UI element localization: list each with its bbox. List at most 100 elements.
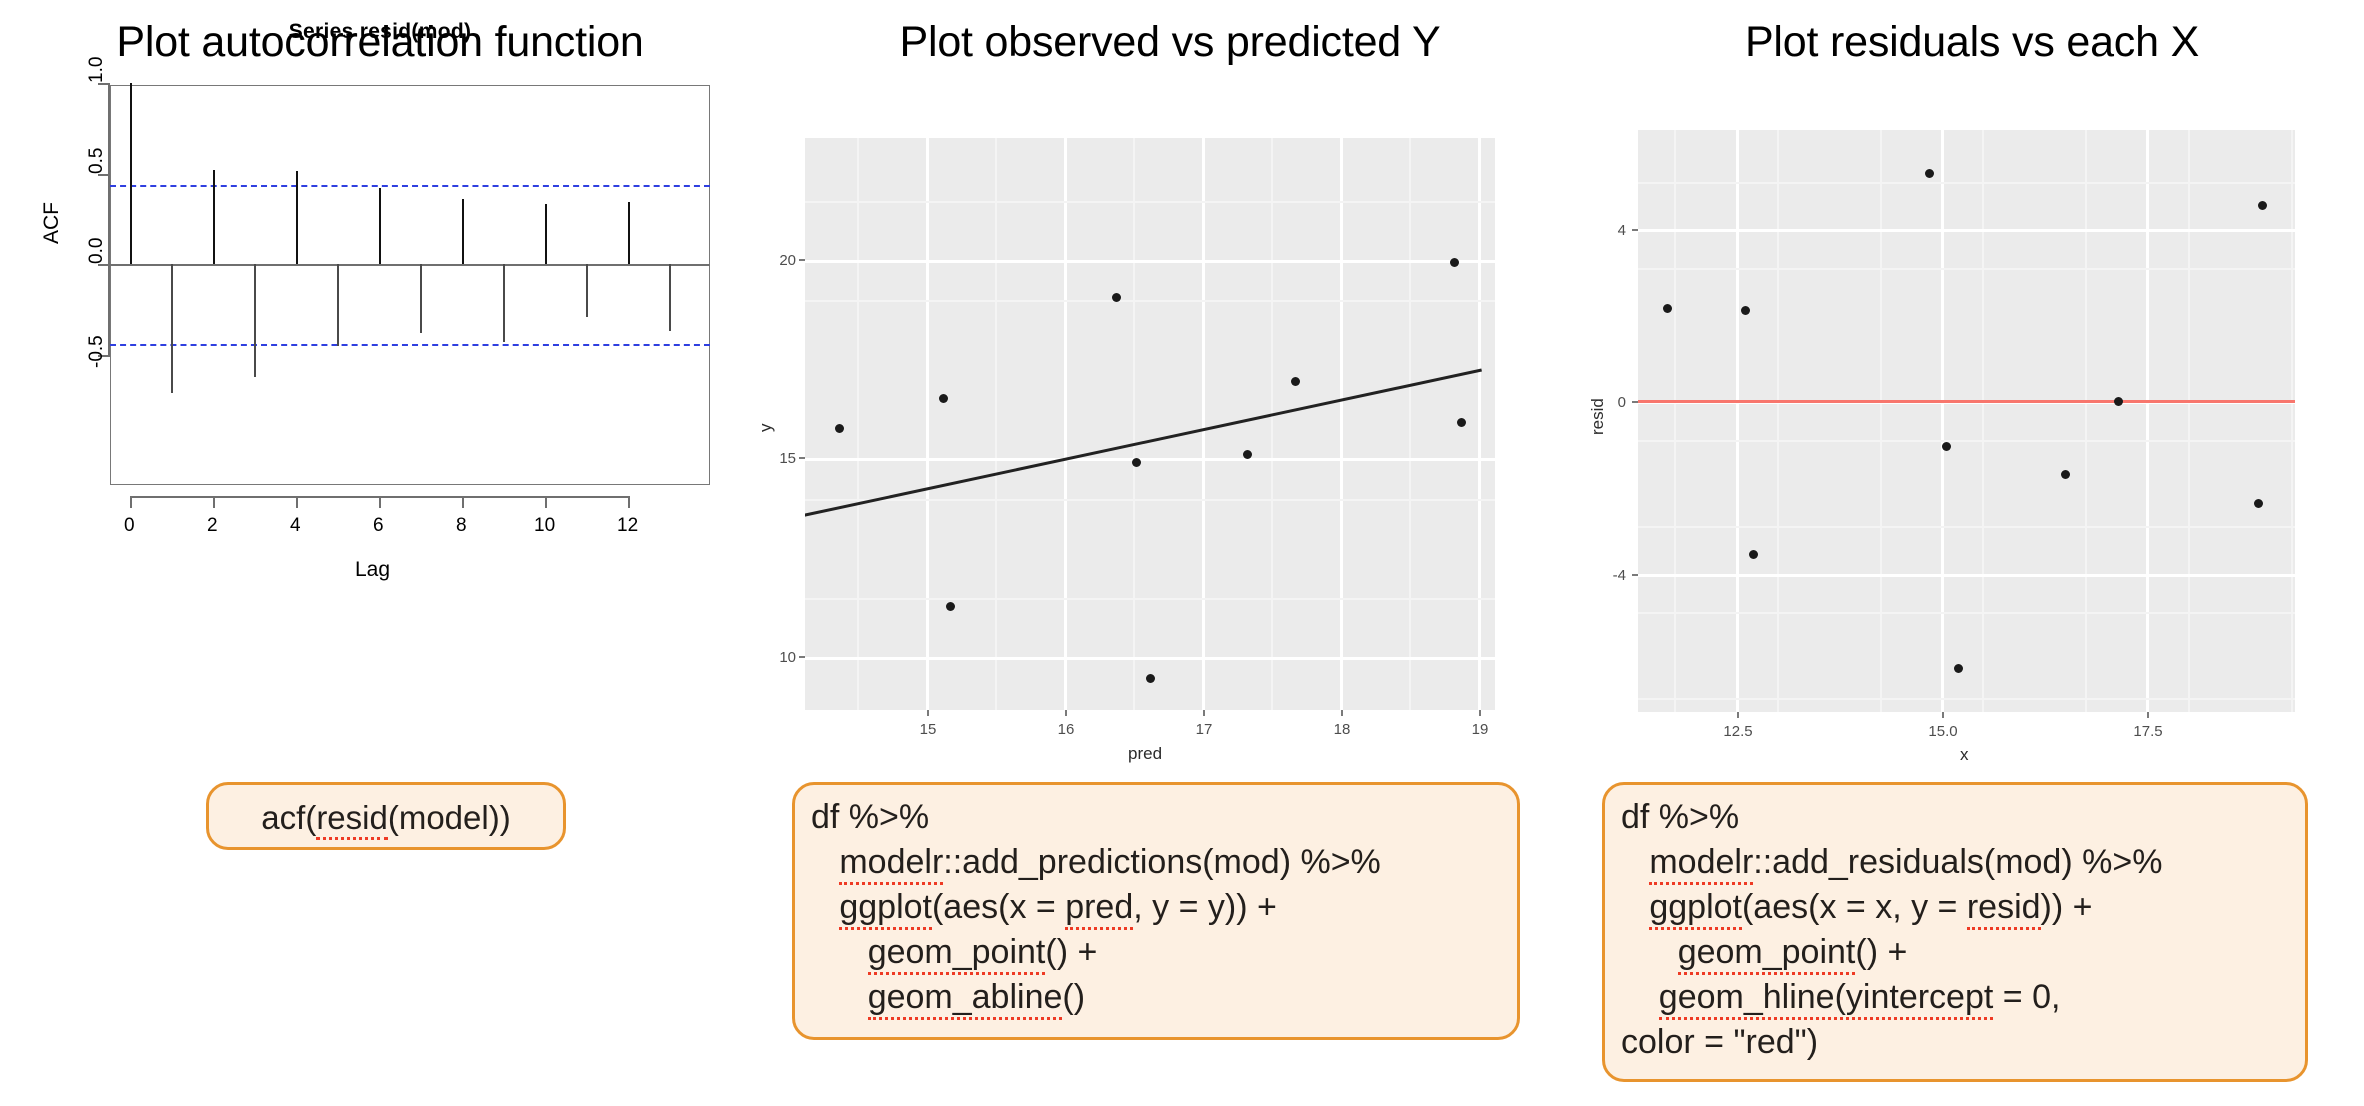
code-line: modelr::add_predictions(mod) %>% (811, 840, 1501, 885)
data-point (1242, 449, 1252, 459)
acf-xtick-label-0: 0 (124, 515, 135, 536)
grid-major-v-19 (1478, 138, 1481, 710)
acf-plot-frame (110, 85, 710, 485)
code-line: geom_abline() (811, 975, 1501, 1020)
obs-vs-pred-code-callout[interactable]: df %>% modelr::add_predictions(mod) %>% … (792, 782, 1520, 1040)
data-point (1941, 441, 1951, 451)
zero-reference-hline (1638, 400, 2295, 403)
y-tick-mark (1632, 229, 1638, 231)
acf-y-axis-title: ACF (40, 202, 63, 244)
acf-xtick-label-4: 4 (290, 515, 301, 536)
y-axis-title: y (756, 423, 775, 433)
grid-major-h-4 (1638, 229, 2295, 232)
y-tick-label-0: 0 (1617, 394, 1626, 411)
acf-spike-lag3 (254, 264, 256, 377)
acf-xtick-0 (130, 496, 132, 508)
x-tick-label-15: 15 (919, 721, 937, 738)
y-tick-label-20: 20 (779, 252, 796, 269)
acf-y-axis (108, 83, 110, 356)
spellcheck-word: ggplot (839, 888, 932, 930)
spellcheck-word: pred (1065, 888, 1134, 930)
acf-ytick-label-1.0: 1.0 (86, 56, 107, 83)
grid-minor-v (1409, 138, 1411, 710)
obs-vs-pred-panel (805, 138, 1495, 710)
acf-ytick-label-0.5: 0.5 (86, 147, 107, 174)
acf-zero-line (110, 264, 710, 266)
grid-minor-v (2085, 130, 2087, 712)
spellcheck-word: modelr (1649, 843, 1754, 885)
resid-vs-x-panel (1638, 130, 2295, 712)
acf-spike-lag0 (130, 83, 132, 264)
spellcheck-word: resid (316, 799, 388, 840)
data-point (2060, 469, 2070, 479)
data-point (1145, 673, 1155, 683)
data-point (2253, 498, 2263, 508)
data-point (945, 601, 955, 611)
resid-vs-x-code-callout[interactable]: df %>% modelr::add_residuals(mod) %>% gg… (1602, 782, 2308, 1082)
code-line: df %>% (811, 798, 930, 836)
x-tick-label-12.5: 12.5 (1723, 723, 1753, 740)
acf-xtick-10 (545, 496, 547, 508)
spellcheck-word: ggplot (1649, 888, 1742, 930)
x-tick-label-17: 17 (1195, 721, 1213, 738)
data-point (2257, 200, 2267, 210)
grid-major-v-18 (1340, 138, 1343, 710)
acf-ytick--0.5 (98, 355, 110, 357)
y-tick-mark (799, 259, 805, 261)
acf-xtick-label-10: 10 (534, 515, 556, 536)
y-tick-label--4: -4 (1612, 567, 1626, 584)
y-tick-label-10: 10 (779, 649, 796, 666)
acf-spike-lag6 (379, 188, 381, 264)
acf-xtick-2 (213, 496, 215, 508)
grid-minor-v (1133, 138, 1135, 710)
acf-ytick-0.5 (98, 174, 110, 176)
x-axis-title: x (1960, 745, 1969, 764)
grid-minor-v (1271, 138, 1273, 710)
spellcheck-word: geom_abline (867, 978, 1063, 1020)
obs-vs-pred-plot: 20 15 10 y 15 16 17 18 19 pred (756, 0, 1580, 763)
spellcheck-word: modelr (839, 843, 944, 885)
x-tick-mark (1065, 710, 1067, 716)
acf-spike-lag5 (337, 264, 339, 346)
acf-spike-lag12 (628, 202, 630, 264)
x-tick-mark (1203, 710, 1205, 716)
grid-minor-v (2188, 130, 2190, 712)
grid-minor-v (857, 138, 859, 710)
code-line: color = "red") (1621, 1023, 1819, 1061)
grid-minor-v (1777, 130, 1779, 712)
grid-major-v-17 (1202, 138, 1205, 710)
data-point (938, 393, 948, 403)
acf-xtick-6 (379, 496, 381, 508)
acf-xtick-label-6: 6 (373, 515, 384, 536)
grid-minor-h (805, 300, 1495, 302)
grid-minor-v (1982, 130, 1984, 712)
grid-minor-h (1638, 526, 2295, 528)
code-line: acf(resid(model)) (225, 795, 547, 841)
acf-code-callout[interactable]: acf(resid(model)) (206, 782, 566, 850)
x-axis-title: pred (1128, 744, 1163, 763)
code-line: ggplot(aes(x = pred, y = y)) + (811, 885, 1501, 930)
grid-major-h--4 (1638, 574, 2295, 577)
grid-minor-h (1638, 612, 2295, 614)
heading-obs-vs-pred: Plot observed vs predicted Y (899, 18, 1441, 66)
acf-lower-confidence-line (110, 344, 710, 346)
x-tick-label-17.5: 17.5 (2133, 723, 2163, 740)
acf-xtick-label-8: 8 (456, 515, 467, 536)
grid-major-v-15 (926, 138, 929, 710)
code-line: ggplot(aes(x = x, y = resid)) + (1621, 885, 2289, 930)
acf-plot-title: Series resid(mod) (288, 20, 472, 43)
data-point (1953, 663, 1963, 673)
y-tick-mark (799, 656, 805, 658)
y-tick-mark (1632, 401, 1638, 403)
grid-major-h-10 (805, 657, 1495, 660)
column-acf: Plot autocorrelation function Series res… (0, 0, 760, 1106)
column-obs-vs-pred: Plot observed vs predicted Y (756, 0, 1580, 1106)
grid-major-v-15.0 (1941, 130, 1944, 712)
acf-ytick-label-0.0: 0.0 (86, 237, 107, 264)
grid-minor-h (1638, 698, 2295, 700)
acf-plot: Series resid(mod) 1.0 0.5 0.0 -0.5 (0, 0, 760, 600)
data-point (834, 423, 844, 433)
x-tick-mark (1341, 710, 1343, 716)
spellcheck-word: geom_point (867, 933, 1046, 975)
x-tick-label-15.0: 15.0 (1928, 723, 1958, 740)
